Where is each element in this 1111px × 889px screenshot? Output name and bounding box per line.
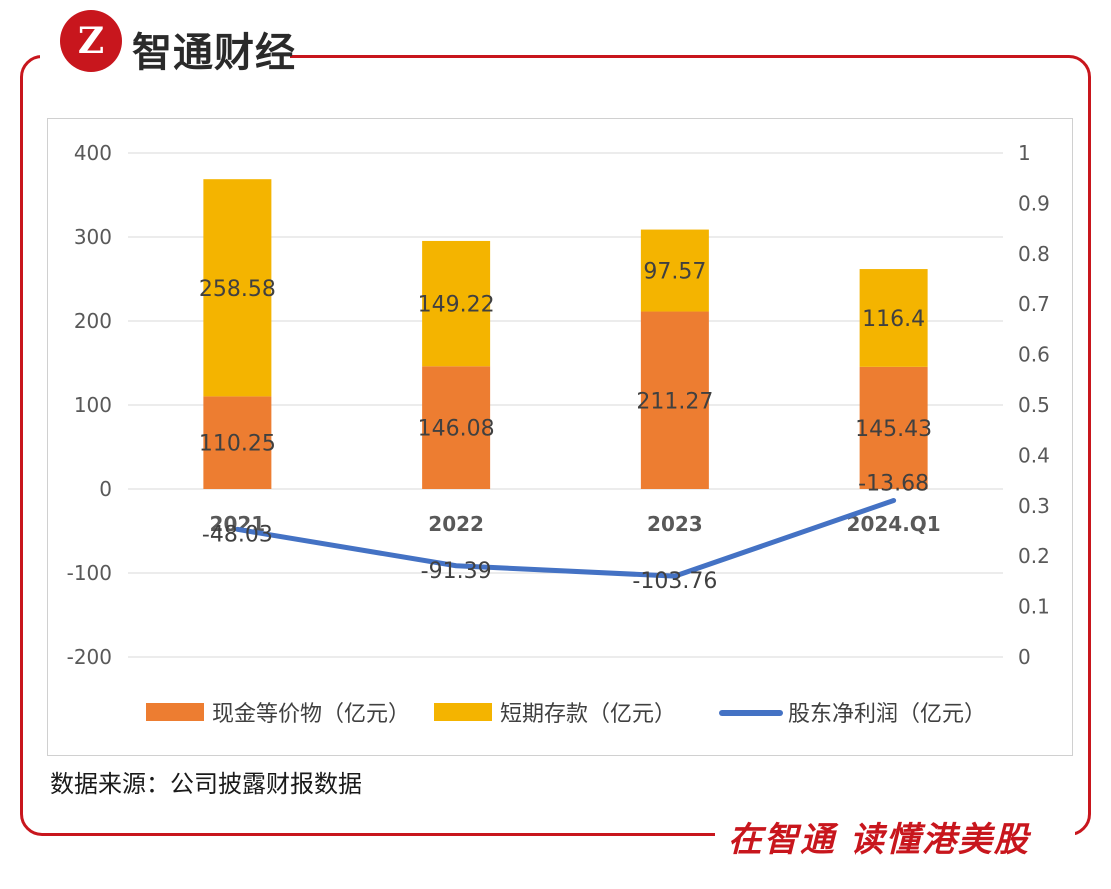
bar-segment-cash bbox=[203, 396, 272, 489]
legend-swatch bbox=[146, 703, 204, 721]
y-right-tick-label: 0.7 bbox=[1018, 292, 1050, 316]
bar-data-label: 97.57 bbox=[643, 260, 706, 285]
bar-data-label: 211.27 bbox=[636, 389, 713, 414]
y-left-tick-label: 300 bbox=[74, 225, 112, 249]
x-category-label: 2023 bbox=[647, 512, 703, 536]
y-right-tick-label: 0.5 bbox=[1018, 393, 1050, 417]
bar-segment-deposit bbox=[203, 179, 272, 397]
legend-swatch bbox=[434, 703, 492, 721]
y-left-tick-label: -200 bbox=[67, 645, 112, 669]
bar-segment-deposit bbox=[640, 229, 709, 312]
chart-container: 400 300 200 100 0 -100 -200 1 0.9 0.8 0.7 0.6 0.5 0.4… bbox=[47, 118, 1073, 756]
y-right-tick-label: 0.2 bbox=[1018, 544, 1050, 568]
y-right-tick-label: 0.3 bbox=[1018, 494, 1050, 518]
source-note: 数据来源：公司披露财报数据 bbox=[50, 770, 362, 798]
y-right-tick-label: 0.6 bbox=[1018, 343, 1050, 367]
y-right-tick-label: 0.8 bbox=[1018, 242, 1050, 266]
bar-data-label: 146.08 bbox=[418, 417, 495, 442]
bar-data-label: 110.25 bbox=[199, 432, 276, 457]
y-left-tick-label: 200 bbox=[74, 309, 112, 333]
bar-segment-deposit bbox=[859, 269, 928, 367]
y-right-tick-label: 1 bbox=[1018, 141, 1031, 165]
bar-segment-cash bbox=[859, 366, 928, 489]
line-data-label: -48.03 bbox=[202, 522, 273, 547]
slogan-mask bbox=[715, 812, 1075, 862]
y-right-tick-label: 0.9 bbox=[1018, 191, 1050, 215]
legend-label: 股东净利润（亿元） bbox=[788, 702, 986, 727]
report-frame bbox=[20, 55, 1091, 836]
y-right-tick-label: 0.4 bbox=[1018, 443, 1050, 467]
brand-slogan: 在智通 读懂港美股 bbox=[728, 820, 1030, 860]
net-profit-line bbox=[234, 497, 897, 579]
bar-data-label: 145.43 bbox=[855, 417, 932, 442]
bar-segment-deposit bbox=[422, 240, 491, 367]
line-data-label: -13.68 bbox=[858, 471, 929, 496]
brand-logo-icon: Z bbox=[60, 10, 122, 72]
brand-name: 智通财经 bbox=[132, 30, 296, 76]
y-left-tick-label: 400 bbox=[74, 141, 112, 165]
legend-label: 现金等价物（亿元） bbox=[212, 702, 410, 727]
bar-segment-cash bbox=[640, 311, 709, 489]
line-data-label: -103.76 bbox=[632, 569, 717, 594]
bar-data-label: 116.4 bbox=[862, 307, 925, 332]
x-category-label: 2024.Q1 bbox=[847, 512, 941, 536]
x-category-label: 2022 bbox=[428, 512, 484, 536]
y-left-tick-label: -100 bbox=[67, 561, 112, 585]
legend-label: 短期存款（亿元） bbox=[500, 702, 676, 727]
bar-data-label: 258.58 bbox=[199, 277, 276, 302]
y-right-tick-label: 0.1 bbox=[1018, 595, 1050, 619]
y-left-tick-label: 0 bbox=[99, 477, 112, 501]
y-right-tick-label: 0 bbox=[1018, 645, 1031, 669]
bar-data-label: 149.22 bbox=[418, 293, 495, 318]
chart-svg: 400 300 200 100 0 -100 -200 1 0.9 0.8 0.7 0.6 0.5 0.4… bbox=[67, 141, 1050, 727]
line-data-label: -91.39 bbox=[421, 559, 492, 584]
y-left-tick-label: 100 bbox=[74, 393, 112, 417]
bar-segment-cash bbox=[422, 366, 491, 489]
